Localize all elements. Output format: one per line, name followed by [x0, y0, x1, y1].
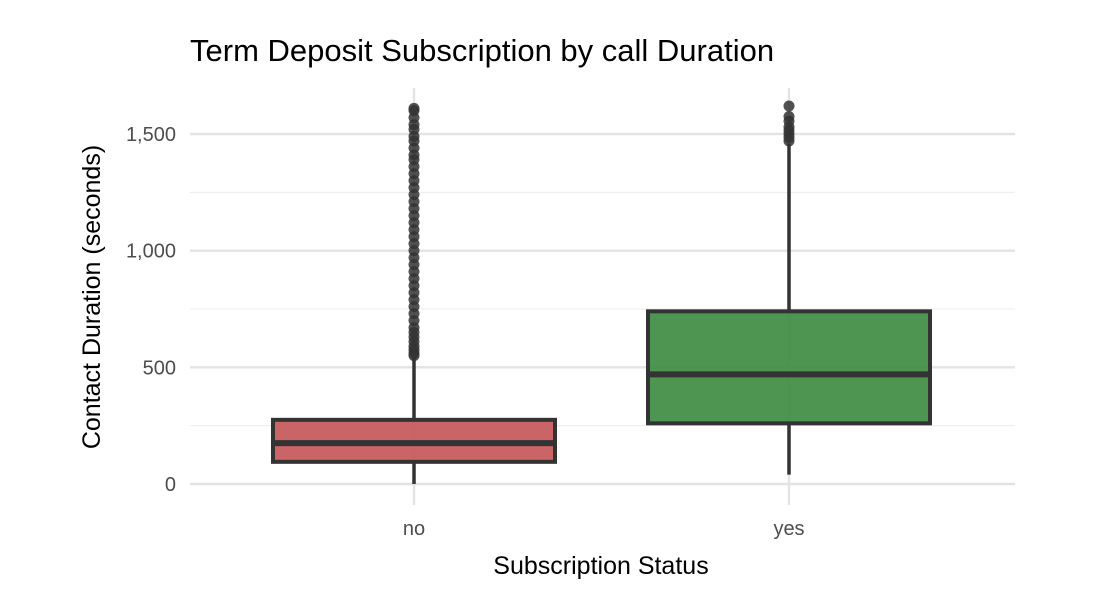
outlier-point [783, 111, 795, 122]
y-tick-label: 500 [143, 357, 176, 379]
x-axis-title: Subscription Status [493, 552, 708, 580]
outlier-point [408, 102, 420, 114]
x-tick-label: no [403, 518, 425, 540]
box-no [271, 102, 557, 484]
box-iqr [646, 309, 932, 426]
outlier-point [783, 100, 795, 112]
y-axis-tick-labels: 0 500 1,000 1,500 [126, 124, 176, 496]
x-tick-label: yes [773, 518, 804, 540]
y-tick-label: 0 [165, 474, 176, 496]
y-tick-label: 1,500 [126, 124, 176, 146]
y-axis-title: Contact Duration (seconds) [78, 145, 106, 449]
x-axis-tick-labels: no yes [403, 518, 805, 540]
y-tick-label: 1,000 [126, 241, 176, 263]
chart-title: Term Deposit Subscription by call Durati… [190, 33, 774, 68]
box-yes [646, 100, 932, 475]
boxes [271, 100, 932, 484]
